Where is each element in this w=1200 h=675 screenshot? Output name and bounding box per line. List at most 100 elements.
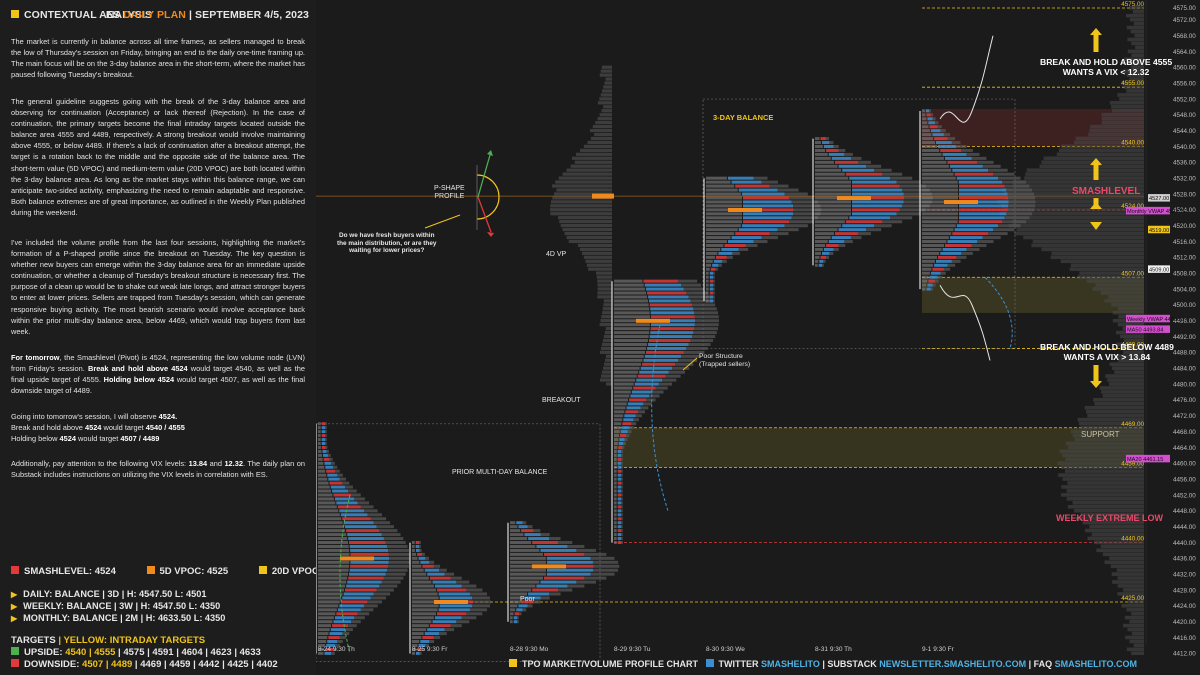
tpo-vol-grey — [433, 636, 441, 640]
tpo-vol-grey — [934, 279, 939, 283]
tpo-vol-grey — [930, 287, 934, 291]
tpo-volume-bar — [617, 481, 621, 485]
break-below-label: BREAK AND HOLD BELOW 4489 WANTS A VIX > 1… — [1040, 342, 1174, 362]
tpo-volume-bar — [640, 366, 673, 370]
tpo-volume-bar — [928, 279, 935, 283]
tpo-volume-bar — [650, 323, 695, 327]
tpo-vol-grey — [889, 216, 913, 220]
volume-bar — [1090, 124, 1144, 129]
tpo-volume-bar — [350, 548, 389, 552]
price-tick: 4552.00 — [1173, 96, 1196, 103]
tpo-vol-grey — [993, 172, 1015, 176]
volume-bar — [1111, 366, 1144, 370]
tpo-vol-grey — [692, 335, 716, 339]
tpo-volume-bar — [926, 287, 931, 291]
volume-bar — [1071, 429, 1144, 434]
tpo-volume-bar — [617, 513, 621, 517]
volume-bar — [1061, 485, 1144, 489]
tpo-volume-bar — [959, 192, 1008, 196]
volume-bar — [1062, 453, 1144, 458]
tpo-volume-bar — [617, 477, 621, 481]
tpo-volume-bar — [959, 216, 1005, 220]
tpo-chart[interactable]: 4575.00 4572.00 4568.00 4564.00 4560.00 4556.… — [316, 0, 1200, 675]
tpo-volume-bar — [743, 200, 792, 204]
tpo-vol-grey — [387, 568, 408, 572]
tpo-letters — [318, 521, 343, 525]
tpo-vol-grey — [522, 521, 527, 525]
tpo-volume-bar — [617, 497, 621, 501]
vp4d-bar — [550, 212, 612, 216]
volume-bar — [1101, 112, 1144, 117]
tpo-vol-grey — [643, 402, 652, 406]
tpo-volume-bar — [938, 145, 957, 148]
axis-tag-4: Weekly VWAP 4496.51 — [1127, 317, 1185, 323]
tpo-vol-grey — [385, 541, 406, 544]
tpo-letters — [922, 240, 947, 244]
vp4d-bar — [580, 247, 612, 251]
time-axis-label-5: 8-31 9:30 Th — [815, 646, 852, 653]
vp4d-bar — [597, 287, 612, 291]
tpo-letters — [614, 366, 640, 370]
volume-bar — [1129, 17, 1144, 22]
tpo-vol-grey — [829, 141, 834, 145]
tpo-vol-grey — [1008, 196, 1036, 200]
tpo-volume-bar — [420, 640, 430, 643]
vp4d-bar — [558, 216, 612, 220]
tpo-letters — [815, 164, 838, 168]
break-above-2: WANTS A VIX < 12.32 — [1062, 67, 1150, 77]
smashlevel-square-icon — [11, 566, 19, 574]
arrow-up-top-head — [1090, 28, 1102, 35]
tpo-letters — [614, 505, 617, 509]
volume-bar — [1117, 576, 1144, 580]
tpo-vol-grey — [540, 596, 550, 600]
tpo-letters — [922, 200, 958, 204]
tpo-volume-bar — [835, 160, 859, 164]
tpo-letters — [412, 564, 422, 568]
tpo-letters — [318, 580, 347, 584]
tpo-vol-grey — [929, 109, 932, 113]
volume-bar — [1123, 338, 1144, 343]
price-tick: 4468.00 — [1173, 429, 1196, 436]
footer-faq-url[interactable]: SMASHELITO.COM — [1054, 659, 1138, 669]
tpo-letters — [922, 113, 926, 117]
tpo-letters — [922, 184, 958, 188]
break-above-1: BREAK AND HOLD ABOVE 4555 — [1040, 57, 1173, 67]
volume-bar — [1067, 504, 1144, 509]
tpo-vol-grey — [626, 434, 630, 438]
tpo-letters — [318, 497, 334, 501]
footer-twitter-handle[interactable]: SMASHELITO — [761, 659, 820, 669]
tpo-volume-bar — [343, 592, 374, 596]
tpo-vol-grey — [429, 640, 435, 643]
tpo-letters — [922, 228, 954, 232]
tpo-vol-grey — [681, 354, 701, 358]
tpo-volume-bar — [639, 370, 669, 374]
tpo-vol-grey — [461, 616, 477, 620]
volume-bar — [1122, 596, 1144, 600]
tpo-letters — [412, 544, 415, 548]
tpo-vol-grey — [769, 232, 789, 236]
p-shape-2: PROFILE — [434, 193, 465, 200]
vp4d-bar — [585, 259, 612, 263]
tpo-letters — [318, 537, 348, 541]
tpo-vol-grey — [387, 544, 408, 548]
tpo-letters — [318, 465, 325, 469]
tpo-vol-grey — [621, 521, 623, 525]
tpo-vol-grey — [329, 457, 333, 461]
footer-substack-url[interactable]: NEWSLETTER.SMASHELITO.COM — [879, 659, 1027, 669]
tpo-vol-grey — [339, 477, 346, 481]
tpo-vol-grey — [732, 251, 740, 255]
price-tick: 4568.00 — [1173, 33, 1196, 40]
tpo-letters — [318, 643, 326, 647]
tpo-vol-grey — [829, 251, 834, 255]
tpo-letters — [922, 133, 932, 137]
tpo-letters — [706, 287, 709, 291]
tpo-volume-bar — [820, 137, 827, 141]
vp4d-bar — [566, 235, 612, 240]
tpo-vol-grey — [947, 137, 956, 141]
volume-bar — [1127, 61, 1144, 66]
price-tick: 4444.00 — [1173, 524, 1196, 531]
tpo-vol-grey — [932, 283, 936, 287]
tpo-volume-bar — [743, 220, 789, 224]
volume-bar — [1005, 207, 1144, 212]
tpo-letters — [922, 148, 940, 152]
